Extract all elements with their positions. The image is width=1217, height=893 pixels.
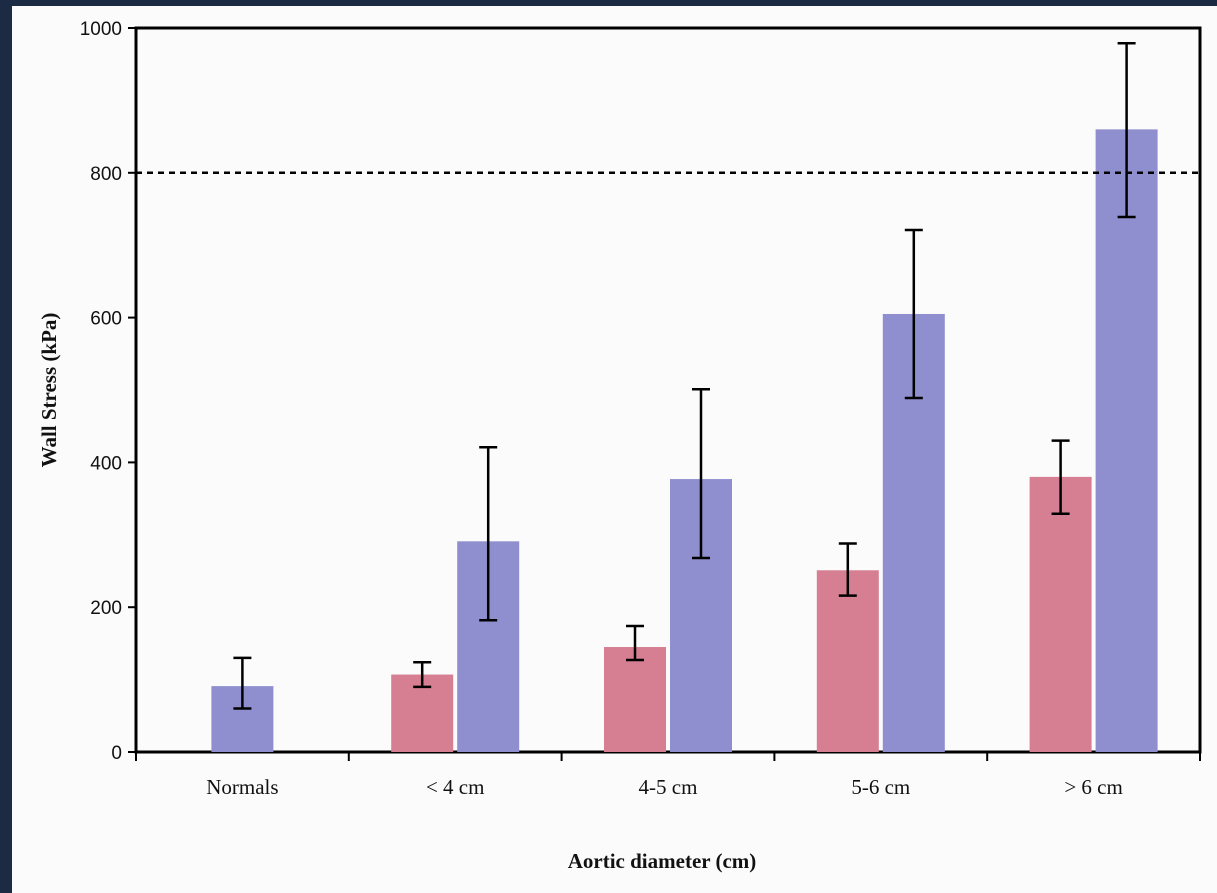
bar-series1-3 (816, 570, 879, 752)
y-axis-title: Wall Stress (kPa) (37, 313, 61, 468)
x-tick-label: < 4 cm (426, 775, 485, 799)
bar-series1-4 (1029, 476, 1092, 752)
x-tick-label: Normals (206, 775, 278, 799)
y-tick-label: 200 (90, 598, 122, 619)
bar-series2-4 (1095, 129, 1158, 753)
bar-series1-2 (604, 647, 666, 752)
y-tick-label: 1000 (80, 19, 122, 40)
figure-panel: 0 200 400 600 800 1000 Normals < 4 cm 4-5 cm 5-6 … (12, 6, 1217, 893)
x-axis-title: Aortic diameter (cm) (568, 849, 757, 873)
bar-chart: 0 200 400 600 800 1000 Normals < 4 cm 4-5 cm 5-6 … (37, 19, 1202, 873)
y-tick-label: 400 (90, 453, 122, 474)
y-tick-label: 600 (90, 309, 122, 330)
x-tick-label: 5-6 cm (851, 775, 910, 799)
y-tick-label: 0 (111, 743, 122, 764)
x-tick-label: > 6 cm (1064, 775, 1123, 799)
y-tick-label: 800 (90, 164, 122, 185)
x-tick-label: 4-5 cm (639, 775, 698, 799)
plot-area-border (134, 26, 1202, 754)
